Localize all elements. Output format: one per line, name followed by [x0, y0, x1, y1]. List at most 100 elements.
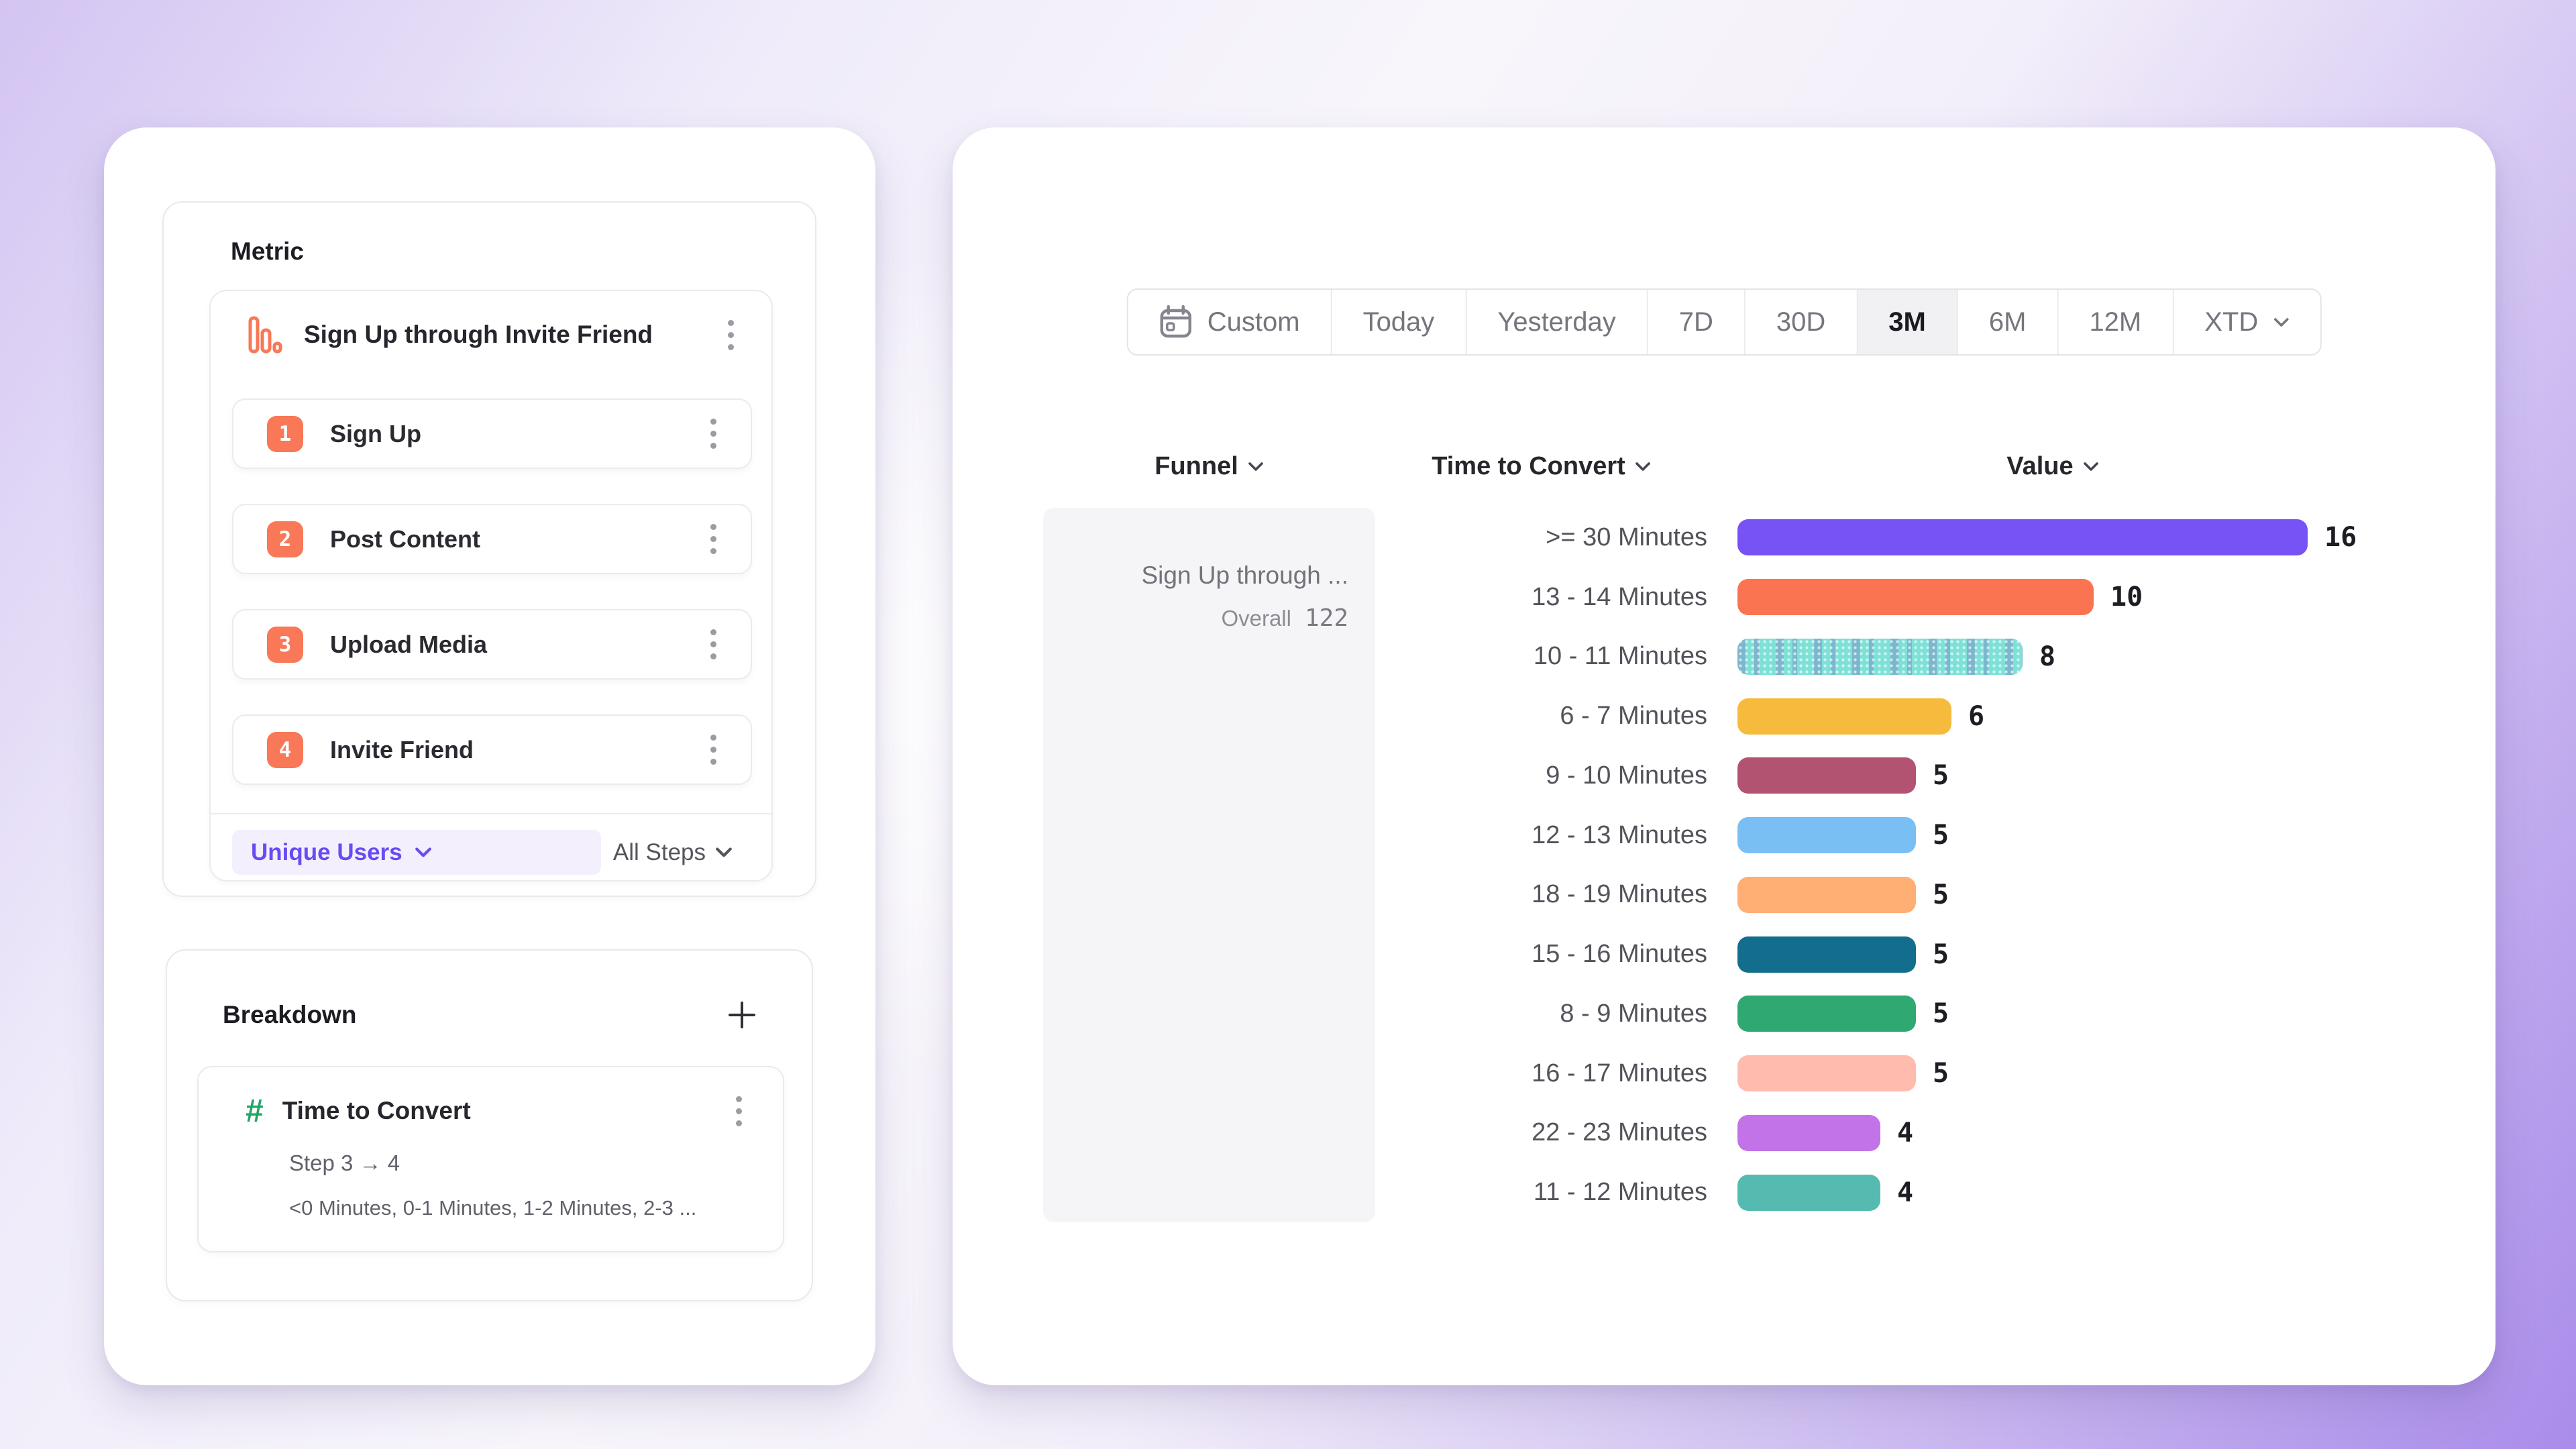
chart-row: 10 - 11 Minutes 8 [1375, 627, 2469, 687]
funnel-metric-name: Sign Up through Invite Friend [304, 321, 653, 348]
row-value: 5 [1933, 998, 1949, 1030]
row-bar[interactable] [1737, 519, 2308, 556]
step-card[interactable]: 3 Upload Media [232, 609, 752, 680]
row-value: 8 [2039, 641, 2056, 672]
row-label: 15 - 16 Minutes [1532, 940, 1707, 969]
row-bar[interactable] [1737, 876, 1916, 913]
step-card[interactable]: 2 Post Content [232, 504, 752, 574]
step-card[interactable]: 4 Invite Friend [232, 714, 752, 785]
row-bar[interactable] [1737, 936, 1916, 973]
chart-row: 22 - 23 Minutes 4 [1375, 1104, 2469, 1163]
row-label: 11 - 12 Minutes [1533, 1178, 1707, 1207]
kebab-menu-button[interactable] [724, 313, 738, 357]
date-option-label: 30D [1776, 307, 1826, 337]
row-value: 6 [1968, 700, 1985, 732]
funnel-metric-header[interactable]: Sign Up through Invite Friend [211, 291, 771, 378]
breakdown-buckets-preview: <0 Minutes, 0-1 Minutes, 1-2 Minutes, 2-… [289, 1196, 697, 1220]
date-option-label: Custom [1207, 307, 1300, 337]
breakdown-item-header[interactable]: # Time to Convert [199, 1086, 783, 1136]
funnel-metric-card[interactable]: Sign Up through Invite Friend 1 Sign Up 2 P… [209, 290, 773, 881]
date-option-30d[interactable]: 30D [1745, 290, 1858, 354]
column-header-funnel[interactable]: Funnel [1043, 449, 1375, 483]
chart-row: 8 - 9 Minutes 5 [1375, 984, 2469, 1044]
date-option-label: 6M [1988, 307, 2027, 337]
date-option-3m[interactable]: 3M [1858, 290, 1958, 354]
row-label: 13 - 14 Minutes [1532, 582, 1707, 611]
overall-label: Overall [1221, 606, 1291, 631]
row-bar[interactable] [1737, 1114, 1880, 1151]
chevron-down-icon [1635, 462, 1650, 471]
step-number-badge: 2 [267, 521, 303, 557]
row-value: 16 [2324, 522, 2357, 553]
counting-method-dropdown[interactable]: Unique Users [232, 830, 601, 875]
date-option-12m[interactable]: 12M [2058, 290, 2174, 354]
column-header-value[interactable]: Value [1737, 449, 2368, 483]
date-option-today[interactable]: Today [1332, 290, 1467, 354]
steps-filter-dropdown[interactable]: All Steps [613, 839, 733, 866]
step-card[interactable]: 1 Sign Up [232, 398, 752, 469]
divider [211, 813, 771, 814]
row-label: 9 - 10 Minutes [1546, 761, 1707, 790]
column-header-time-to-convert[interactable]: Time to Convert [1375, 449, 1707, 483]
row-bar[interactable] [1737, 579, 2094, 616]
chart-rows: >= 30 Minutes 16 13 - 14 Minutes 10 10 - 11 … [1375, 508, 2469, 1222]
row-value: 5 [1933, 820, 1949, 851]
row-bar[interactable] [1737, 1055, 1916, 1092]
date-option-label: Yesterday [1497, 307, 1616, 337]
row-bar[interactable] [1737, 817, 1916, 854]
counting-method-label: Unique Users [251, 839, 402, 865]
calendar-icon [1160, 305, 1191, 338]
row-bar[interactable] [1737, 698, 1951, 735]
row-label: 16 - 17 Minutes [1532, 1059, 1707, 1087]
step-label: Upload Media [330, 630, 488, 658]
funnel-cell-name: Sign Up through ... [1141, 561, 1348, 589]
kebab-menu-button[interactable] [706, 412, 720, 456]
kebab-menu-button[interactable] [706, 728, 720, 772]
kebab-menu-button[interactable] [732, 1089, 746, 1133]
date-option-custom[interactable]: Custom [1128, 290, 1332, 354]
row-bar[interactable] [1737, 996, 1916, 1032]
column-header-label: Funnel [1155, 451, 1238, 480]
kebab-menu-button[interactable] [706, 623, 720, 667]
chevron-down-icon [415, 847, 431, 857]
funnel-cell-overall: Overall 122 [1063, 604, 1348, 632]
chevron-down-icon [1248, 462, 1263, 471]
metric-section-title: Metric [231, 237, 304, 265]
date-option-yesterday[interactable]: Yesterday [1466, 290, 1648, 354]
row-value: 5 [1933, 938, 1949, 970]
date-option-label: XTD [2204, 307, 2259, 337]
chart-row: 13 - 14 Minutes 10 [1375, 568, 2469, 627]
date-option-label: 7D [1678, 307, 1713, 337]
row-value: 5 [1933, 1058, 1949, 1089]
row-value: 4 [1897, 1177, 1914, 1208]
chart-row: 18 - 19 Minutes 5 [1375, 865, 2469, 925]
breakdown-section: Breakdown # Time to Convert Step 3 → 4 <… [166, 949, 813, 1301]
row-label: 10 - 11 Minutes [1533, 642, 1707, 671]
chevron-down-icon [2273, 317, 2289, 327]
column-header-label: Time to Convert [1432, 451, 1625, 480]
kebab-menu-button[interactable] [706, 517, 720, 561]
breakdown-item-card[interactable]: # Time to Convert Step 3 → 4 <0 Minutes,… [197, 1066, 784, 1252]
overall-value: 122 [1304, 604, 1348, 632]
row-value: 5 [1933, 879, 1949, 910]
date-range-selector: Custom Today Yesterday 7D 30D 3M 6M 12M XTD [1126, 288, 2322, 356]
row-value: 4 [1897, 1117, 1914, 1148]
bar-chart-icon [248, 316, 282, 354]
date-option-7d[interactable]: 7D [1648, 290, 1746, 354]
row-label: 6 - 7 Minutes [1560, 702, 1707, 731]
row-label: >= 30 Minutes [1546, 523, 1707, 551]
row-bar[interactable] [1737, 638, 2023, 675]
funnel-cell[interactable]: Sign Up through ... Overall 122 [1043, 508, 1375, 1222]
step-number-badge: 4 [267, 731, 303, 768]
row-label: 22 - 23 Minutes [1532, 1118, 1707, 1147]
breakdown-section-title: Breakdown [223, 1001, 357, 1028]
date-option-xtd[interactable]: XTD [2174, 290, 2320, 354]
date-option-6m[interactable]: 6M [1957, 290, 2059, 354]
chart-row: 9 - 10 Minutes 5 [1375, 746, 2469, 806]
funnel-footer: Unique Users All Steps [232, 830, 750, 875]
row-bar[interactable] [1737, 757, 1916, 794]
row-bar[interactable] [1737, 1174, 1880, 1211]
date-option-label: 3M [1888, 307, 1926, 337]
query-builder-panel: Metric Sign Up through Invite Friend 1 Si… [104, 127, 875, 1385]
add-breakdown-button[interactable] [726, 999, 758, 1031]
